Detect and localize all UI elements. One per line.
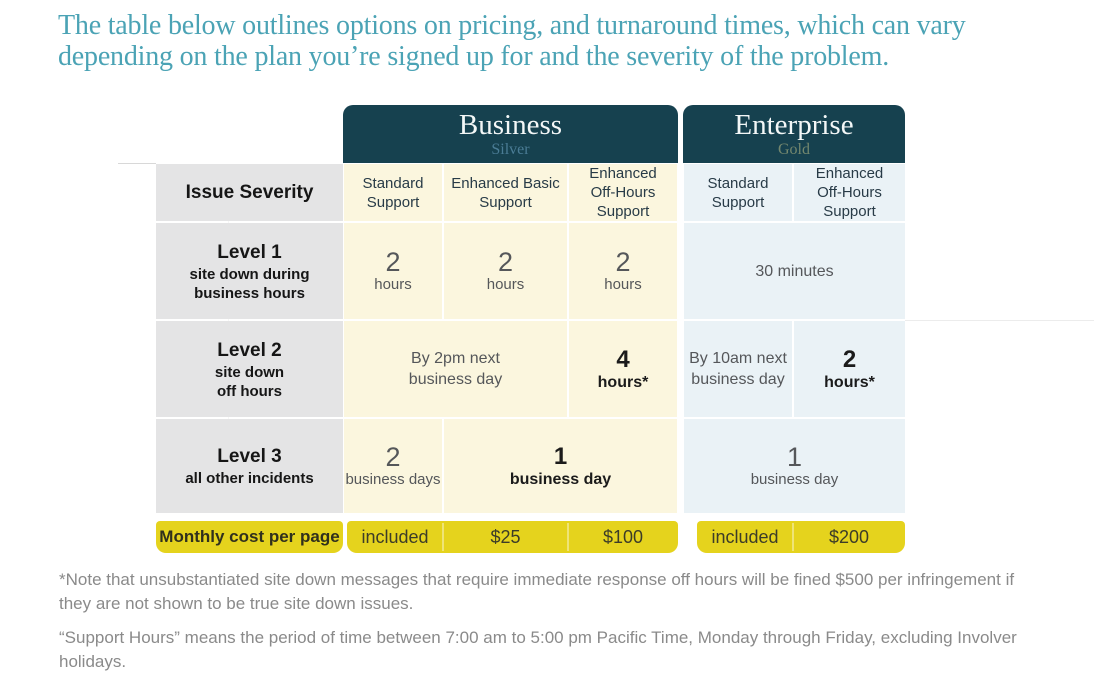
cost-value: $200 xyxy=(828,526,870,547)
right-grid-line xyxy=(905,320,1094,321)
row-label-level2: Level 2 site down off hours xyxy=(156,321,343,417)
cell-unit: hours xyxy=(374,276,412,293)
column-header-label: Enhanced Off-Hours Support xyxy=(589,165,657,220)
cell-value: 4 xyxy=(616,345,630,373)
column-header-business-enhanced-offhours: Enhanced Off-Hours Support xyxy=(569,164,677,221)
cell-l2-enterprise-enhanced-offhours: 2 hours* xyxy=(794,321,905,417)
cell-unit: business day xyxy=(750,471,839,488)
plan-header-business: Business Silver xyxy=(343,105,678,163)
left-grid-line xyxy=(118,163,156,164)
cell-l3-business-span: 1 business day xyxy=(444,419,677,513)
footnote-fine: *Note that unsubstantiated site down mes… xyxy=(59,570,1015,613)
page-title-line1: The table below outlines options on pric… xyxy=(58,10,966,41)
cell-value: 1 xyxy=(786,442,803,472)
cell-l1-business-enhanced-offhours: 2 hours xyxy=(569,223,677,319)
column-header-enterprise-standard: Standard Support xyxy=(684,164,792,221)
cell-unit: hours xyxy=(486,276,525,293)
cost-divider xyxy=(442,523,444,551)
plan-name-enterprise: Enterprise xyxy=(734,109,854,141)
cost-row-business-segment: included $25 $100 xyxy=(347,521,678,553)
row-label-subtitle: all other incidents xyxy=(185,470,314,487)
cost-row-enterprise-segment: included $200 xyxy=(697,521,905,553)
cell-unit: hours* xyxy=(824,373,875,391)
cell-value: 2 xyxy=(497,247,514,277)
cell-l3-business-standard: 2 business days xyxy=(344,419,442,513)
row-label-title: Level 2 xyxy=(217,339,282,361)
cell-text: By 2pm next business day xyxy=(408,350,503,388)
cell-l1-enterprise-span: 30 minutes xyxy=(684,223,905,319)
column-header-label: Standard Support xyxy=(707,174,769,211)
footnote-support-hours: “Support Hours” means the period of time… xyxy=(59,628,1017,671)
cell-unit: business days xyxy=(345,471,441,488)
corner-cell-label: Issue Severity xyxy=(185,181,314,203)
column-header-enterprise-enhanced-offhours: Enhanced Off-Hours Support xyxy=(794,164,905,221)
cell-value: 2 xyxy=(385,247,401,277)
row-label-title: Level 1 xyxy=(217,241,282,263)
column-header-label: Standard Support xyxy=(362,174,424,211)
cost-divider xyxy=(567,523,569,551)
cell-value: 2 xyxy=(842,345,857,373)
column-header-label: Enhanced Basic Support xyxy=(451,174,560,211)
cell-l2-business-span: By 2pm next business day xyxy=(344,321,567,417)
cost-value: included xyxy=(361,526,429,547)
cost-row-label: Monthly cost per page xyxy=(159,527,340,546)
row-label-subtitle: site down off hours xyxy=(214,363,285,400)
plan-tier-gold: Gold xyxy=(778,141,810,158)
cost-row-label-cell: Monthly cost per page xyxy=(156,521,343,553)
cost-value: $100 xyxy=(602,526,644,547)
cell-l3-enterprise-span: 1 business day xyxy=(684,419,905,513)
cell-value: 2 xyxy=(385,442,401,472)
cell-unit: hours* xyxy=(597,373,649,391)
cell-unit: hours xyxy=(604,276,642,293)
cell-l1-business-standard: 2 hours xyxy=(344,223,442,319)
cell-value: 1 xyxy=(553,442,568,470)
cell-value: 2 xyxy=(615,247,631,277)
cost-value: $25 xyxy=(490,526,521,547)
plan-tier-silver: Silver xyxy=(491,141,530,158)
cost-divider xyxy=(792,523,794,551)
plan-header-enterprise: Enterprise Gold xyxy=(683,105,905,163)
cell-l2-business-enhanced-offhours: 4 hours* xyxy=(569,321,677,417)
column-header-label: Enhanced Off-Hours Support xyxy=(815,165,884,220)
plan-name-business: Business xyxy=(458,109,563,141)
row-label-title: Level 3 xyxy=(217,446,282,467)
column-header-business-enhanced-basic: Enhanced Basic Support xyxy=(444,164,567,221)
page-title: The table below outlines options on pric… xyxy=(58,10,1068,72)
footnote-hours: “Support Hours” means the period of time… xyxy=(59,626,1024,678)
row-label-subtitle: site down during business hours xyxy=(189,265,310,302)
cell-l1-business-enhanced-basic: 2 hours xyxy=(444,223,567,319)
cell-text: 30 minutes xyxy=(755,262,834,280)
row-label-level3: Level 3 all other incidents xyxy=(156,419,343,513)
row-label-level1: Level 1 site down during business hours xyxy=(156,223,343,319)
cell-text: By 10am next business day xyxy=(689,350,787,388)
footnote-off-hours: “Off Hours” means all times other than S… xyxy=(59,674,1024,678)
cell-unit: business day xyxy=(509,470,612,488)
cell-l2-enterprise-standard: By 10am next business day xyxy=(684,321,792,417)
page-title-line2: depending on the plan you’re signed up f… xyxy=(58,41,889,72)
cost-value: included xyxy=(711,526,779,547)
column-header-business-standard: Standard Support xyxy=(344,164,442,221)
corner-cell: Issue Severity xyxy=(156,164,343,221)
